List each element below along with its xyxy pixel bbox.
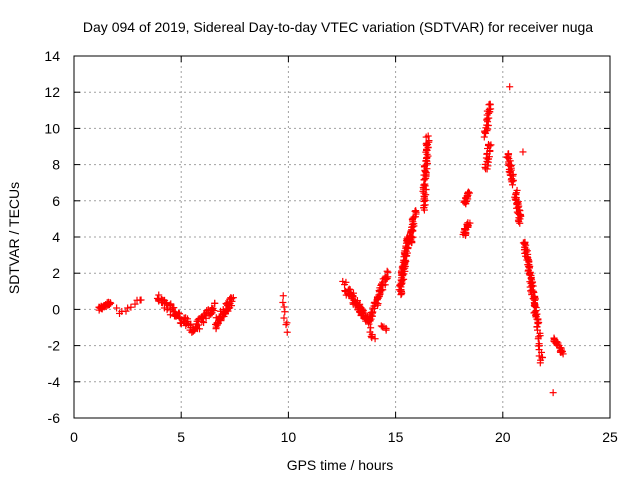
data-point — [124, 304, 132, 312]
data-point — [228, 295, 236, 303]
y-tick-label: 4 — [52, 229, 60, 245]
data-point — [279, 292, 287, 300]
y-tick-label: 8 — [52, 157, 60, 173]
data-point — [466, 219, 474, 227]
data-point — [485, 140, 493, 148]
data-point — [534, 320, 542, 328]
x-tick-label: 10 — [281, 429, 297, 445]
x-tick-label: 20 — [495, 429, 511, 445]
data-point — [424, 152, 432, 160]
data-point — [536, 359, 544, 367]
data-point — [217, 317, 225, 325]
data-point — [175, 310, 183, 318]
data-point — [509, 181, 517, 189]
data-point — [279, 298, 287, 306]
data-point — [208, 305, 216, 313]
data-point — [408, 216, 416, 224]
data-point — [368, 334, 376, 342]
x-tick-label: 0 — [70, 429, 78, 445]
y-tick-label: -2 — [48, 338, 61, 354]
data-point — [281, 308, 289, 316]
data-point — [516, 219, 524, 227]
y-tick-label: -4 — [48, 374, 61, 390]
data-point — [383, 267, 391, 275]
data-point — [127, 303, 135, 311]
data-point — [509, 176, 517, 184]
grid — [74, 56, 610, 418]
data-point — [407, 227, 415, 235]
data-point — [425, 137, 433, 145]
y-tick-label: 12 — [44, 84, 60, 100]
y-tick-label: -6 — [48, 410, 61, 426]
data-point — [534, 335, 542, 343]
data-point — [131, 300, 139, 308]
y-tick-label: 10 — [44, 120, 60, 136]
x-tick-label: 25 — [602, 429, 618, 445]
data-point — [422, 186, 430, 194]
x-tick-label: 5 — [177, 429, 185, 445]
data-point — [371, 335, 379, 343]
data-point — [424, 132, 432, 140]
data-point — [506, 83, 514, 91]
data-point — [508, 178, 516, 186]
x-tick-label: 15 — [388, 429, 404, 445]
data-point — [211, 299, 219, 307]
y-tick-label: 0 — [52, 301, 60, 317]
data-point — [360, 309, 368, 317]
y-tick-label: 2 — [52, 265, 60, 281]
y-axis-label: SDTVAR / TECUs — [6, 182, 22, 294]
data-point — [226, 299, 234, 307]
data-point — [122, 307, 130, 315]
data-point — [170, 304, 178, 312]
data-point — [384, 268, 392, 276]
data-point — [349, 293, 357, 301]
data-point — [464, 189, 472, 197]
data-point — [341, 281, 349, 289]
data-point — [229, 294, 237, 302]
data-point — [381, 281, 389, 289]
data-point — [408, 234, 416, 242]
data-point — [486, 142, 494, 150]
data-point — [519, 148, 527, 156]
data-point — [212, 323, 220, 331]
data-point — [210, 307, 218, 315]
data-point — [348, 292, 356, 300]
data-point — [113, 304, 121, 312]
data-point — [283, 328, 291, 336]
data-point — [529, 278, 537, 286]
y-tick-label: 6 — [52, 193, 60, 209]
data-point — [191, 323, 199, 331]
data-point — [549, 389, 557, 397]
data-point — [137, 296, 145, 304]
data-point — [368, 309, 376, 317]
data-point — [531, 295, 539, 303]
data-point — [558, 348, 566, 356]
data-point — [486, 101, 494, 109]
x-axis-label: GPS time / hours — [287, 457, 394, 473]
data-point — [382, 326, 390, 334]
ticks: 0 5 10 15 20 25 -6 -4 -2 0 2 4 6 8 10 12 14 — [44, 48, 618, 445]
data-point — [166, 301, 174, 309]
data-point — [200, 319, 208, 327]
data-point — [358, 308, 366, 316]
chart-title: Day 094 of 2019, Sidereal Day-to-day VTE… — [83, 19, 593, 35]
data-point — [525, 270, 533, 278]
data-point — [369, 304, 377, 312]
data-point — [198, 314, 206, 322]
data-point — [515, 218, 523, 226]
data-point — [106, 299, 114, 307]
data-point — [280, 303, 288, 311]
data-points — [95, 83, 567, 397]
data-point — [367, 324, 375, 332]
data-point — [464, 188, 472, 196]
data-point — [411, 207, 419, 215]
y-tick-label: 14 — [44, 48, 60, 64]
data-point — [282, 321, 290, 329]
data-point — [412, 207, 420, 215]
data-point — [280, 314, 288, 322]
data-point — [195, 325, 203, 333]
data-point — [214, 320, 222, 328]
